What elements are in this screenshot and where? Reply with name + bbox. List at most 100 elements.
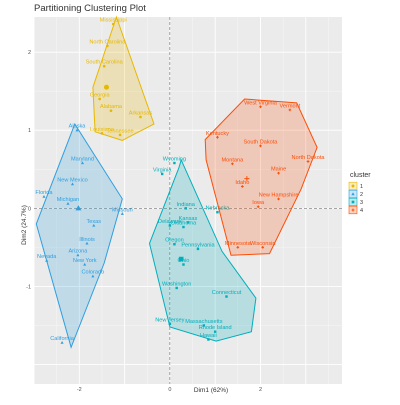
point-label: Tennessee — [107, 128, 134, 134]
data-point — [225, 295, 228, 298]
y-tick-label: -1 — [26, 284, 31, 290]
data-point — [182, 225, 185, 229]
point-label: Alaska — [69, 124, 87, 130]
point-label: New York — [73, 258, 97, 264]
point-label: North Carolina — [89, 39, 126, 45]
data-point — [256, 205, 260, 209]
point-label: New Mexico — [57, 178, 87, 184]
cluster-1-center — [103, 84, 109, 90]
data-point — [98, 97, 101, 101]
point-label: Vermont — [279, 103, 300, 109]
legend-marker — [351, 208, 355, 212]
point-label: Delaware — [158, 219, 182, 225]
x-tick-label: -2 — [77, 387, 82, 393]
data-point — [259, 105, 262, 109]
plot-panel — [34, 17, 342, 384]
data-point — [259, 144, 262, 148]
data-point — [102, 64, 106, 68]
data-point — [306, 160, 310, 163]
data-point — [168, 224, 172, 227]
cluster-4-center — [244, 176, 250, 182]
point-label: Texas — [86, 219, 101, 225]
legend-label: 4 — [360, 208, 363, 214]
data-point — [207, 338, 210, 341]
data-point — [42, 194, 46, 198]
data-point — [118, 133, 122, 137]
point-label: Hawaii — [200, 333, 217, 339]
data-point — [288, 108, 292, 112]
point-label: Montana — [221, 157, 244, 163]
cluster-1-group: Mississippi North Carolina South Carolina G… — [86, 15, 155, 141]
cluster-2-group: Alaska Maryland New Mexico Florida Michigan M… — [35, 122, 133, 349]
data-point — [60, 340, 64, 344]
point-label: West Virginia — [244, 100, 278, 106]
data-point — [173, 161, 176, 165]
data-point — [216, 135, 219, 139]
point-label: Colorado — [82, 270, 105, 276]
legend-label: 2 — [360, 192, 363, 198]
cluster-3-center — [178, 256, 184, 262]
data-point — [106, 44, 109, 48]
point-label: Nevada — [37, 254, 57, 260]
data-point — [261, 246, 265, 249]
y-tick-label: 1 — [28, 128, 31, 134]
data-point — [236, 246, 240, 249]
point-label: Arizona — [68, 249, 88, 255]
data-point — [241, 185, 244, 188]
x-tick-label: 2 — [259, 387, 262, 393]
data-point — [231, 162, 234, 166]
point-label: Illinois — [79, 237, 95, 243]
point-label: North Dakota — [292, 155, 326, 161]
legend: cluster 1 2 3 4 — [348, 172, 371, 215]
cluster-4-hull — [204, 98, 318, 256]
point-label: Wyoming — [163, 157, 186, 163]
data-point — [91, 274, 95, 278]
point-label: Georgia — [90, 92, 111, 98]
point-label: Arkansas — [129, 110, 153, 116]
point-label: Indiana — [177, 202, 196, 208]
data-point — [66, 201, 70, 205]
point-label: Connecticut — [212, 290, 242, 296]
point-label: New Jersey — [155, 317, 184, 323]
x-tick-label: 0 — [168, 387, 171, 393]
point-label: Missouri — [112, 207, 133, 213]
legend-label: 3 — [360, 200, 363, 206]
data-point — [186, 221, 190, 224]
point-label: Idaho — [235, 180, 249, 186]
cluster-1-hull — [92, 15, 155, 141]
data-point — [111, 22, 115, 26]
data-point — [85, 241, 89, 245]
legend-title: cluster — [350, 172, 371, 179]
data-point — [100, 132, 104, 135]
data-point — [175, 286, 178, 290]
data-point — [277, 197, 280, 201]
point-label: Minnesota — [225, 241, 252, 247]
point-label: Virginia — [153, 167, 172, 173]
data-point — [196, 247, 200, 251]
y-tick-label: 2 — [28, 50, 31, 56]
data-point — [184, 207, 187, 210]
data-point — [45, 258, 49, 262]
point-label: Maryland — [71, 157, 94, 163]
point-label: Iowa — [252, 200, 265, 206]
data-point — [80, 161, 85, 165]
legend-marker — [351, 200, 355, 204]
point-label: California — [50, 336, 75, 342]
point-label: Rhode Island — [199, 325, 232, 331]
cluster-3-hull — [148, 158, 257, 342]
data-point — [213, 330, 217, 333]
point-label: Alabama — [100, 104, 123, 110]
data-point — [109, 109, 113, 113]
point-label: Oklahoma — [171, 221, 197, 227]
point-label: Louisiana — [90, 127, 115, 133]
legend-marker — [351, 184, 355, 188]
cluster-3-group: Wyoming Virginia Indiana Nebraska DelawareKa… — [148, 157, 257, 342]
chart-title: Partitioning Clustering Plot — [34, 3, 146, 14]
cluster-2-hull — [35, 122, 123, 349]
point-label: Kansas — [179, 216, 198, 222]
data-point — [75, 128, 79, 132]
legend-label: 1 — [360, 184, 363, 190]
point-label: Pennsylvania — [181, 242, 215, 248]
